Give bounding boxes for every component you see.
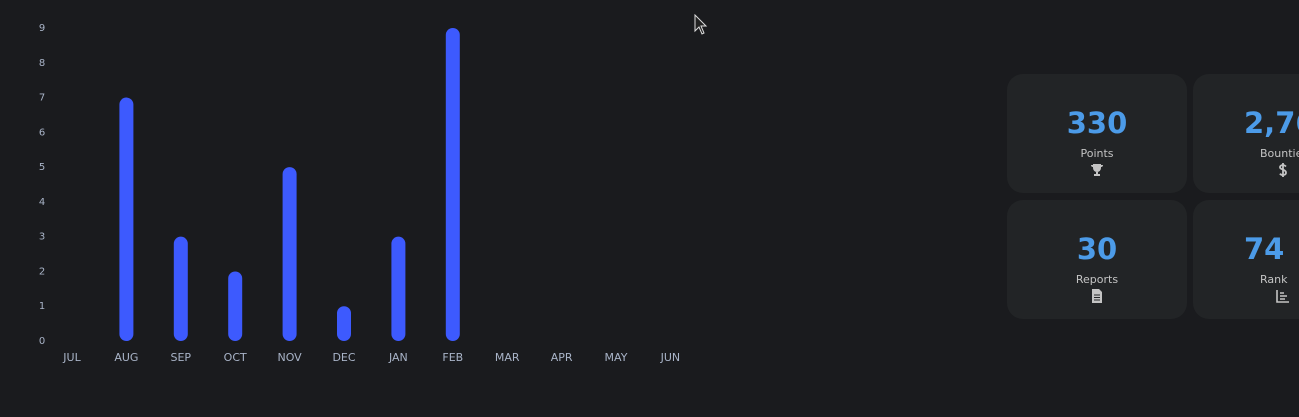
bar xyxy=(119,97,134,341)
bar xyxy=(228,271,243,341)
x-tick-label: MAY xyxy=(605,351,628,364)
bar xyxy=(173,236,188,341)
x-tick-label: MAR xyxy=(495,351,520,364)
stat-label: Rank xyxy=(1260,273,1288,286)
y-tick-label: 9 xyxy=(39,23,45,34)
bar xyxy=(445,28,460,341)
bar xyxy=(337,306,351,341)
y-tick-label: 7 xyxy=(39,93,45,104)
chart-icon xyxy=(1276,290,1289,303)
y-tick-label: 2 xyxy=(39,266,45,277)
stat-card: 330 Points xyxy=(1007,74,1187,193)
x-tick-label: FEB xyxy=(442,351,463,364)
y-tick-label: 3 xyxy=(39,232,45,243)
x-tick-label: NOV xyxy=(277,351,302,364)
stat-label: Bountie xyxy=(1260,147,1299,160)
x-tick-label: DEC xyxy=(332,351,355,364)
x-tick-label: SEP xyxy=(171,351,192,364)
stat-card: 30 Reports xyxy=(1007,200,1187,319)
x-tick-label: OCT xyxy=(224,351,247,364)
stat-card: 2,76 Bountie xyxy=(1193,74,1299,193)
x-tick-label: AUG xyxy=(114,351,138,364)
document-icon xyxy=(1092,289,1102,303)
x-tick-label: JUL xyxy=(62,351,81,364)
stat-value: 2,76 xyxy=(1244,106,1299,140)
stat-value: 74 xyxy=(1244,232,1285,266)
trophy-icon xyxy=(1091,164,1103,176)
y-tick-label: 1 xyxy=(39,301,45,312)
y-tick-label: 8 xyxy=(39,58,45,69)
x-tick-label: JUN xyxy=(660,351,681,364)
stat-value: 30 xyxy=(1076,232,1118,266)
stat-card: 74 Rank xyxy=(1193,200,1299,319)
cursor xyxy=(694,14,708,35)
bar xyxy=(391,236,406,341)
stat-label: Reports xyxy=(1075,273,1119,286)
x-tick-label: JAN xyxy=(388,351,408,364)
x-tick-label: APR xyxy=(551,351,573,364)
chart: 0 1 2 3 4 5 6 7 8 9 JUL AUG SEP OCT NOV DEC JAN FEB MAR APR… xyxy=(39,23,681,364)
y-tick-label: 6 xyxy=(39,127,45,138)
stat-label: Points xyxy=(1080,147,1114,160)
y-tick-label: 4 xyxy=(39,197,45,208)
dollar-icon xyxy=(1279,163,1287,177)
bar xyxy=(282,167,297,341)
y-tick-label: 5 xyxy=(39,162,45,173)
y-tick-label: 0 xyxy=(39,336,45,347)
stat-value: 330 xyxy=(1066,106,1128,140)
